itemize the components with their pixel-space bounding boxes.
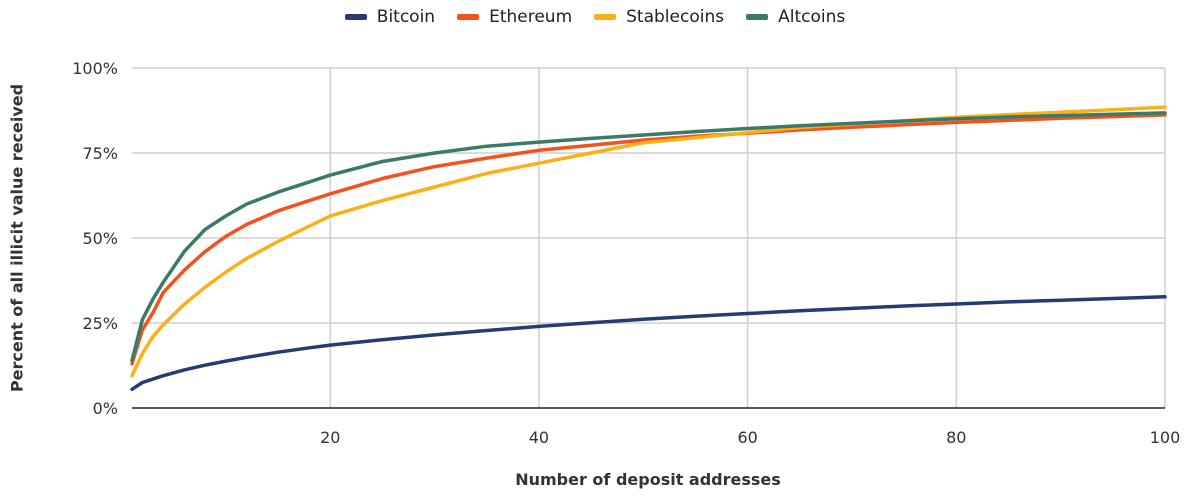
series-line-altcoins <box>130 111 1167 363</box>
legend-swatch <box>746 14 769 20</box>
series-line-stablecoins <box>130 105 1167 378</box>
legend-item-bitcoin: Bitcoin <box>344 7 436 27</box>
x-tick-label: 20 <box>320 428 340 447</box>
x-tick-label: 40 <box>529 428 549 447</box>
legend-item-altcoins: Altcoins <box>746 7 845 27</box>
x-tick-label: 100 <box>1150 428 1181 447</box>
series-line-ethereum <box>130 113 1167 366</box>
legend: Bitcoin Ethereum Stablecoins Altcoins <box>0 7 1190 27</box>
legend-label: Stablecoins <box>626 7 725 27</box>
x-axis-label: Number of deposit addresses <box>515 470 781 489</box>
y-tick-label: 100% <box>72 59 118 78</box>
grid <box>132 67 1166 408</box>
legend-item-stablecoins: Stablecoins <box>594 7 724 27</box>
legend-label: Ethereum <box>489 7 573 27</box>
x-tick-label: 80 <box>946 428 966 447</box>
legend-swatch <box>594 14 617 20</box>
series-line-bitcoin <box>130 295 1167 392</box>
y-tick-label: 25% <box>82 314 118 333</box>
legend-label: Altcoins <box>778 7 846 27</box>
y-tick-label: 75% <box>82 144 118 163</box>
legend-label: Bitcoin <box>376 7 436 27</box>
y-axis-label: Percent of all illicit value received <box>7 83 27 393</box>
y-tick-label: 50% <box>82 229 118 248</box>
legend-item-ethereum: Ethereum <box>457 7 572 27</box>
legend-swatch <box>344 14 367 20</box>
axes: 0% 25% 50% 75% 100% 20 40 60 80 100 <box>72 59 1180 447</box>
series-lines <box>130 105 1167 392</box>
x-tick-label: 60 <box>737 428 757 447</box>
legend-swatch <box>457 14 480 20</box>
y-tick-label: 0% <box>93 399 118 418</box>
